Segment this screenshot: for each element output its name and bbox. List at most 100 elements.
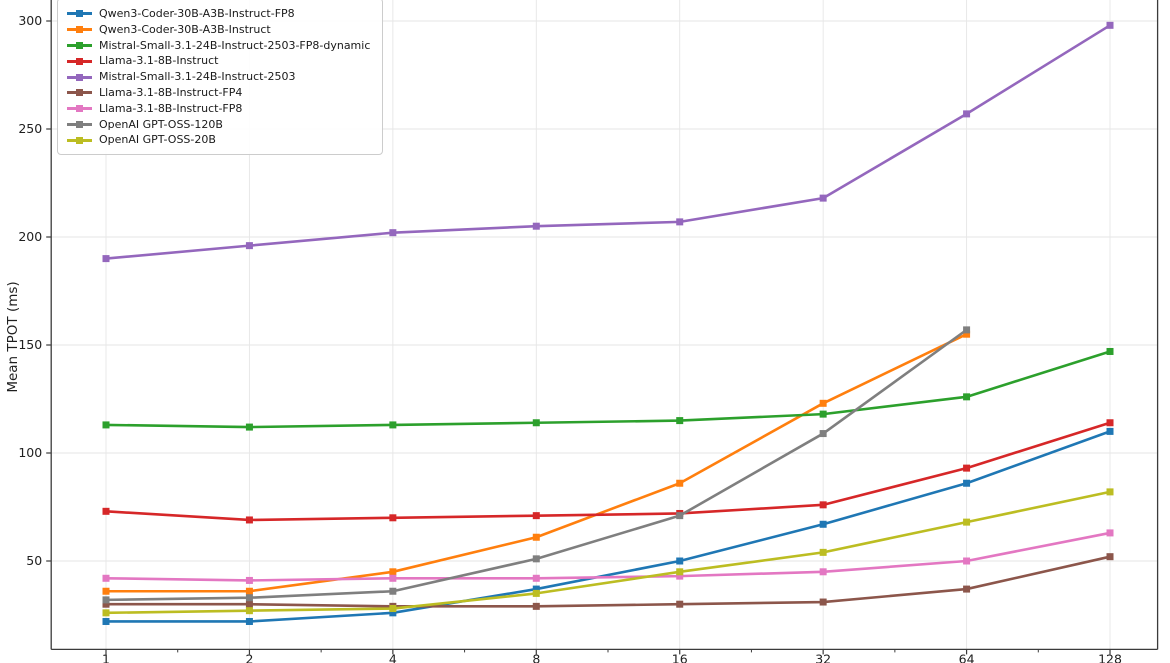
y-tick-label: 100 <box>18 445 42 460</box>
series-marker-mistral-small-3-1-24b-instruct-2503-fp8-dynamic <box>963 393 971 401</box>
series-marker-qwen3-coder-30b-a3b-instruct <box>676 479 684 487</box>
y-tick-label: 50 <box>26 553 42 568</box>
series-marker-mistral-small-3-1-24b-instruct-2503 <box>532 222 540 230</box>
series-marker-llama-3-1-8b-instruct-fp8 <box>963 557 971 565</box>
legend-item-qwen3-coder-30b-a3b-instruct: Qwen3-Coder-30B-A3B-Instruct <box>67 22 370 38</box>
series-marker-openai-gpt-oss-20b <box>102 609 110 617</box>
x-tick-label: 128 <box>1098 651 1122 663</box>
series-marker-mistral-small-3-1-24b-instruct-2503-fp8-dynamic <box>102 421 110 429</box>
series-line-llama-3-1-8b-instruct <box>105 421 1111 522</box>
series-marker-qwen3-coder-30b-a3b-instruct <box>102 587 110 595</box>
legend-label: Qwen3-Coder-30B-A3B-Instruct-FP8 <box>99 7 295 20</box>
series-marker-openai-gpt-oss-120b <box>676 512 684 520</box>
series-marker-qwen3-coder-30b-a3b-instruct-fp8 <box>102 617 110 625</box>
series-marker-llama-3-1-8b-instruct <box>102 507 110 515</box>
series-marker-openai-gpt-oss-120b <box>819 430 827 438</box>
series-marker-llama-3-1-8b-instruct <box>532 512 540 520</box>
series-marker-openai-gpt-oss-20b <box>532 589 540 597</box>
series-marker-mistral-small-3-1-24b-instruct-2503-fp8-dynamic <box>819 410 827 418</box>
series-marker-openai-gpt-oss-20b <box>676 568 684 576</box>
series-marker-qwen3-coder-30b-a3b-instruct <box>245 587 253 595</box>
series-line-llama-3-1-8b-instruct-fp4 <box>106 555 1111 608</box>
legend-label: Qwen3-Coder-30B-A3B-Instruct <box>99 22 271 36</box>
x-tick-label: 8 <box>532 651 540 663</box>
series-marker-llama-3-1-8b-instruct <box>963 464 971 472</box>
series-marker-mistral-small-3-1-24b-instruct-2503-fp8-dynamic <box>1106 347 1114 355</box>
x-tick-label: 64 <box>959 651 975 663</box>
series-marker-llama-3-1-8b-instruct-fp8 <box>389 574 397 582</box>
series-marker-qwen3-coder-30b-a3b-instruct-fp8 <box>963 479 971 487</box>
legend-label: Mistral-Small-3.1-24B-Instruct-2503-FP8-… <box>99 38 371 52</box>
y-tick-label: 200 <box>18 229 42 244</box>
legend-line-marker-icon <box>67 9 92 18</box>
series-marker-openai-gpt-oss-120b <box>389 587 397 595</box>
series-marker-qwen3-coder-30b-a3b-instruct <box>819 399 827 407</box>
series-marker-mistral-small-3-1-24b-instruct-2503-fp8-dynamic <box>676 417 684 425</box>
legend-label: Llama-3.1-8B-Instruct-FP8 <box>99 101 243 115</box>
legend-label: Llama-3.1-8B-Instruct-FP4 <box>99 85 243 99</box>
x-tick-label: 4 <box>389 651 397 663</box>
series-marker-llama-3-1-8b-instruct-fp4 <box>245 600 253 608</box>
series-marker-llama-3-1-8b-instruct-fp4 <box>676 600 684 608</box>
y-axis-label: Mean TPOT (ms) <box>5 281 21 392</box>
series-marker-qwen3-coder-30b-a3b-instruct-fp8 <box>676 557 684 565</box>
series-marker-mistral-small-3-1-24b-instruct-2503 <box>102 255 110 263</box>
series-marker-llama-3-1-8b-instruct-fp8 <box>102 574 110 582</box>
series-marker-qwen3-coder-30b-a3b-instruct-fp8 <box>1106 427 1114 435</box>
series-marker-mistral-small-3-1-24b-instruct-2503 <box>963 110 971 118</box>
series-line-mistral-small-3-1-24b-instruct-2503-fp8-dynamic <box>105 350 1111 429</box>
legend-item-llama-3-1-8b-instruct: Llama-3.1-8B-Instruct <box>67 53 370 69</box>
series-marker-llama-3-1-8b-instruct <box>245 516 253 524</box>
series-marker-llama-3-1-8b-instruct <box>819 501 827 509</box>
series-marker-qwen3-coder-30b-a3b-instruct-fp8 <box>819 520 827 528</box>
series-marker-mistral-small-3-1-24b-instruct-2503 <box>819 194 827 202</box>
series-marker-llama-3-1-8b-instruct-fp4 <box>1106 553 1114 561</box>
legend-item-llama-3-1-8b-instruct-fp8: Llama-3.1-8B-Instruct-FP8 <box>67 101 370 117</box>
series-marker-mistral-small-3-1-24b-instruct-2503-fp8-dynamic <box>532 419 540 427</box>
series-marker-llama-3-1-8b-instruct-fp8 <box>819 568 827 576</box>
series-marker-mistral-small-3-1-24b-instruct-2503-fp8-dynamic <box>245 423 253 431</box>
series-marker-mistral-small-3-1-24b-instruct-2503-fp8-dynamic <box>389 421 397 429</box>
series-marker-llama-3-1-8b-instruct-fp4 <box>532 602 540 610</box>
legend-line-marker-icon <box>67 104 92 113</box>
series-marker-mistral-small-3-1-24b-instruct-2503 <box>245 242 253 250</box>
series-marker-llama-3-1-8b-instruct-fp8 <box>532 574 540 582</box>
legend-line-marker-icon <box>67 136 92 145</box>
legend-line-marker-icon <box>67 120 92 129</box>
legend-label: OpenAI GPT-OSS-120B <box>99 117 223 131</box>
series-marker-qwen3-coder-30b-a3b-instruct-fp8 <box>245 617 253 625</box>
series-marker-mistral-small-3-1-24b-instruct-2503 <box>676 218 684 226</box>
series-marker-qwen3-coder-30b-a3b-instruct <box>532 533 540 541</box>
legend-item-qwen3-coder-30b-a3b-instruct-fp8: Qwen3-Coder-30B-A3B-Instruct-FP8 <box>67 6 370 22</box>
series-marker-openai-gpt-oss-20b <box>963 518 971 526</box>
legend-label: Mistral-Small-3.1-24B-Instruct-2503 <box>99 70 296 84</box>
series-line-llama-3-1-8b-instruct-fp8 <box>105 531 1111 582</box>
legend-item-mistral-small-3-1-24b-instruct-2503-fp8-dynamic: Mistral-Small-3.1-24B-Instruct-2503-FP8-… <box>67 38 370 54</box>
series-marker-openai-gpt-oss-120b <box>245 594 253 602</box>
series-marker-openai-gpt-oss-20b <box>1106 488 1114 496</box>
chart-legend: Qwen3-Coder-30B-A3B-Instruct-FP8 Qwen3-Co… <box>57 0 384 156</box>
series-marker-qwen3-coder-30b-a3b-instruct-fp8 <box>389 609 397 617</box>
legend-item-openai-gpt-oss-20b: OpenAI GPT-OSS-20B <box>67 132 370 148</box>
x-tick-label: 32 <box>815 651 831 663</box>
x-tick-label: 16 <box>672 651 688 663</box>
series-marker-llama-3-1-8b-instruct-fp8 <box>1106 529 1114 537</box>
legend-item-openai-gpt-oss-120b: OpenAI GPT-OSS-120B <box>67 117 370 133</box>
series-marker-openai-gpt-oss-20b <box>819 548 827 556</box>
series-marker-llama-3-1-8b-instruct-fp4 <box>819 598 827 606</box>
series-marker-llama-3-1-8b-instruct-fp4 <box>963 585 971 593</box>
legend-label: OpenAI GPT-OSS-20B <box>99 133 216 147</box>
series-marker-mistral-small-3-1-24b-instruct-2503 <box>1106 21 1114 29</box>
series-marker-llama-3-1-8b-instruct-fp4 <box>102 600 110 608</box>
legend-line-marker-icon <box>67 88 92 97</box>
legend-label: Llama-3.1-8B-Instruct <box>99 54 219 68</box>
series-marker-openai-gpt-oss-120b <box>963 326 971 334</box>
y-tick-label: 300 <box>18 13 42 28</box>
series-marker-llama-3-1-8b-instruct <box>389 514 397 522</box>
x-tick-label: 2 <box>245 651 253 663</box>
series-line-mistral-small-3-1-24b-instruct-2503 <box>105 24 1111 260</box>
legend-line-marker-icon <box>67 25 92 34</box>
series-line-qwen3-coder-30b-a3b-instruct-fp8 <box>106 430 1111 623</box>
